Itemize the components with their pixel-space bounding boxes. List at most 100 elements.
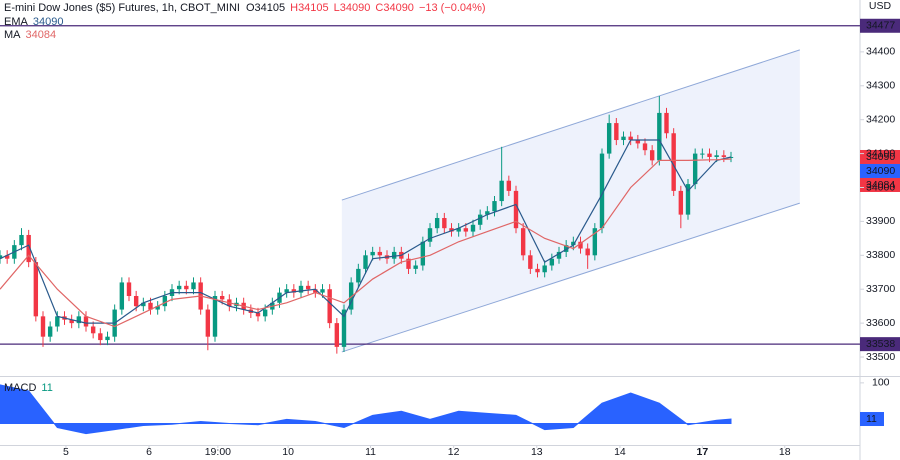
candle-body <box>714 155 719 157</box>
macd-box <box>860 412 884 427</box>
candle-body <box>126 282 132 296</box>
candle-body <box>40 316 46 337</box>
price-box <box>860 163 900 178</box>
price-box <box>860 177 900 192</box>
candle-body <box>485 211 490 215</box>
x-tick-label: 14 <box>614 446 626 458</box>
ema-legend: EMA 34090 <box>4 16 63 28</box>
candle-body <box>671 133 676 191</box>
candle-body <box>434 218 440 229</box>
candle-body <box>141 302 146 307</box>
candle-body <box>305 285 311 290</box>
level-label: 34477 <box>866 20 895 32</box>
candle-body <box>391 251 397 259</box>
candle-body <box>363 255 368 269</box>
candle-body <box>549 258 555 266</box>
y-tick-label: 33900 <box>866 215 895 227</box>
candle-body <box>255 312 261 317</box>
x-tick-label: 10 <box>282 446 294 458</box>
macd-last-label: 11 <box>866 413 877 425</box>
x-tick-label: 5 <box>63 446 69 458</box>
x-tick-label: 11 <box>365 446 376 458</box>
candle-body <box>599 153 605 229</box>
candle-body <box>55 316 60 327</box>
candle-body <box>470 224 476 232</box>
ohlc-item: C34090 <box>375 2 414 14</box>
candle-body <box>556 251 562 259</box>
macd-value: 11 <box>41 382 52 394</box>
candle-body <box>0 255 3 259</box>
x-tick-label: 19:00 <box>205 446 231 458</box>
level-box <box>860 337 900 352</box>
candle-body <box>155 306 160 310</box>
candle-body <box>499 180 504 202</box>
candle-body <box>90 326 96 334</box>
ohlc-item: O34105 <box>246 2 285 14</box>
candle-body <box>456 228 461 232</box>
y-tick-label: 34000 <box>866 181 895 193</box>
candle-body <box>148 302 153 310</box>
candle-body <box>313 289 318 293</box>
candle-body <box>219 295 225 300</box>
candle-body <box>657 112 662 161</box>
candle-body <box>506 180 512 191</box>
y-tick-label: 34200 <box>866 113 895 125</box>
candle-body <box>33 262 39 317</box>
price-label: 34090 <box>866 165 895 177</box>
candle-body <box>377 251 383 256</box>
candle-body <box>341 309 347 347</box>
x-tick-label: 18 <box>779 446 791 458</box>
macd-name: MACD <box>4 382 36 394</box>
candle-body <box>4 255 10 259</box>
candle-body <box>76 316 82 324</box>
candle-body <box>184 285 189 290</box>
ohlc-item: −13 (−0.04%) <box>419 2 486 14</box>
candle-body <box>442 218 447 229</box>
candle-body <box>133 295 139 307</box>
candle-body <box>356 268 361 283</box>
candle-body <box>176 285 182 290</box>
candle-body <box>492 201 497 212</box>
candle-body <box>284 289 289 293</box>
candle-body <box>262 309 268 317</box>
candle-body <box>571 241 576 246</box>
channel-line <box>341 49 800 201</box>
candle-body <box>700 153 705 155</box>
level-box <box>860 18 900 33</box>
y-tick-label: 34100 <box>866 147 895 159</box>
candle-body <box>205 309 211 337</box>
candle-body <box>664 112 669 134</box>
candle-body <box>685 184 691 215</box>
currency: USD <box>869 0 892 12</box>
overlay: 34477 33538 34090 34090 34084 11 <box>860 18 900 427</box>
ohlc-item: L34090 <box>334 2 371 14</box>
candle-body <box>83 316 89 327</box>
candle-body <box>413 265 418 269</box>
candle-body <box>449 228 454 232</box>
candle-body <box>463 228 469 232</box>
channel-fill <box>341 49 800 352</box>
candle-body <box>420 241 426 266</box>
legend-name: EMA <box>4 16 29 28</box>
candle-body <box>678 190 684 215</box>
candle-body <box>606 123 612 154</box>
candle-body <box>406 258 411 269</box>
y-tick-label: 33600 <box>866 317 895 329</box>
x-tick-label: 6 <box>146 446 152 458</box>
candle-body <box>520 228 526 256</box>
channel-line <box>341 202 800 353</box>
candle-body <box>320 289 325 293</box>
plot <box>0 25 860 435</box>
candle-body <box>535 268 540 273</box>
level-label: 33538 <box>866 338 895 350</box>
x-tick-label: 12 <box>448 446 460 458</box>
candle-body <box>621 136 626 141</box>
legend-value: 34090 <box>33 16 64 28</box>
candle-body <box>542 265 547 273</box>
candle-body <box>585 248 590 256</box>
ohlc-item: H34105 <box>290 2 329 14</box>
candle-body <box>162 295 168 307</box>
candle-body <box>19 234 24 246</box>
candle-body <box>628 136 633 141</box>
candle-body <box>635 140 641 144</box>
